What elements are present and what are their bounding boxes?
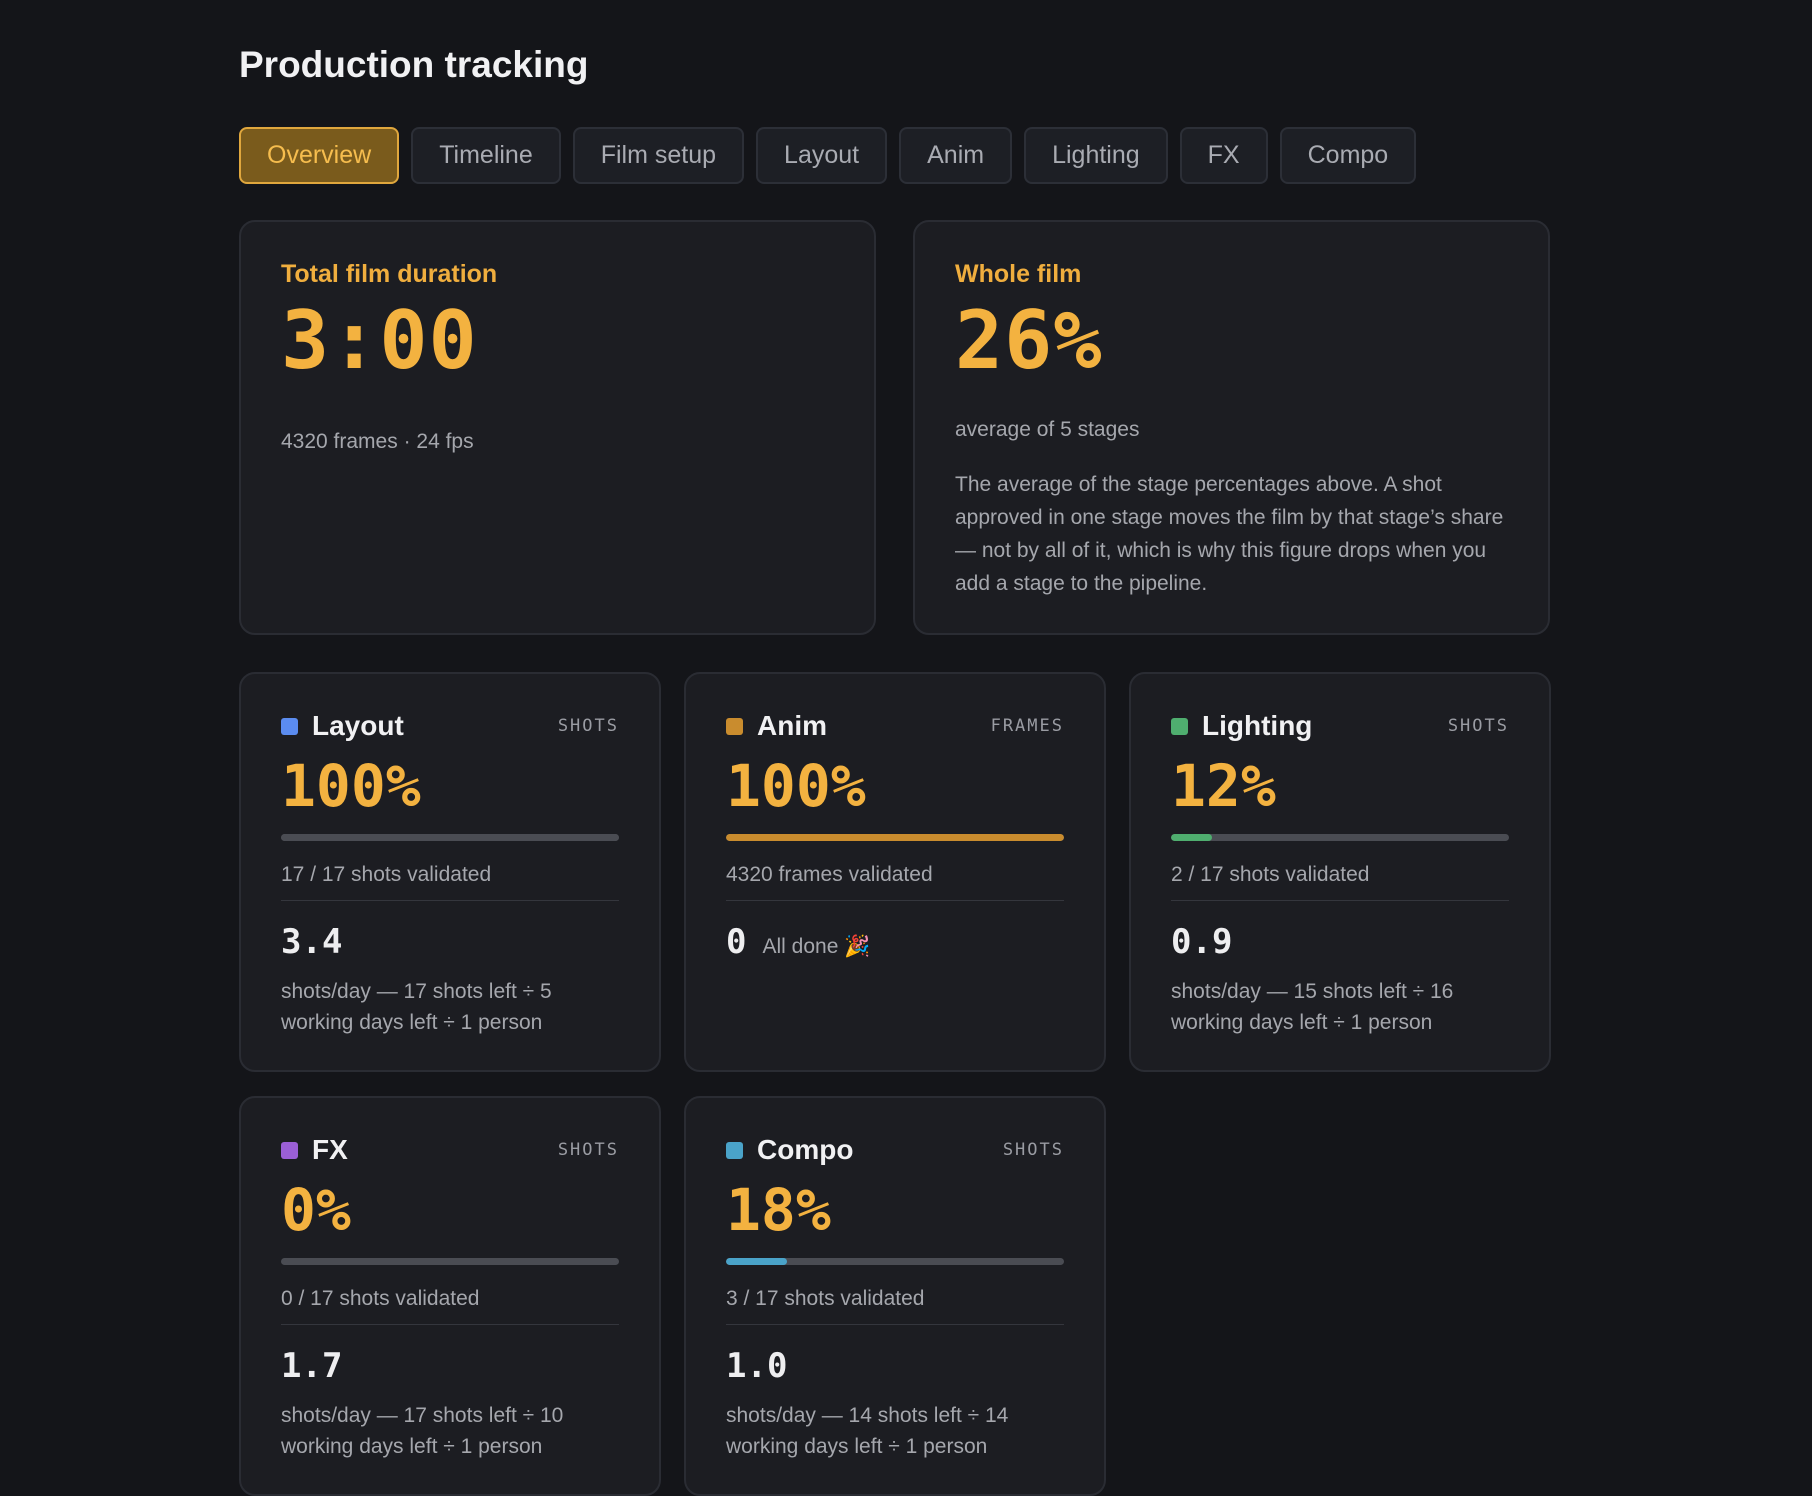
tab-layout[interactable]: Layout xyxy=(756,127,888,184)
stage-unit: SHOTS xyxy=(557,716,619,736)
page-title: Production tracking xyxy=(239,44,589,85)
stage-progress-bar xyxy=(726,1258,1064,1265)
stage-unit: SHOTS xyxy=(1447,716,1509,736)
stage-color-swatch xyxy=(281,1141,298,1159)
stage-divider xyxy=(281,1324,619,1325)
stage-rate-desc: shots/day — 17 shots left ÷ 10 working d… xyxy=(281,1404,564,1458)
stage-card-anim: Anim FRAMES 100% 4320 frames validated 0… xyxy=(684,672,1106,1072)
stage-percent: 100% xyxy=(726,752,866,820)
stage-card-lighting: Lighting SHOTS 12% 2 / 17 shots validate… xyxy=(1129,672,1551,1072)
stage-progress-bar xyxy=(281,834,619,841)
tab-bar: Overview Timeline Film setup Layout Anim… xyxy=(239,127,1417,184)
stage-validated: 2 / 17 shots validated xyxy=(1171,863,1370,886)
stage-color-swatch xyxy=(1171,717,1188,735)
duration-value: 3:00 xyxy=(281,294,478,387)
stage-progress-fill xyxy=(281,834,619,841)
tab-compo[interactable]: Compo xyxy=(1279,127,1417,184)
stage-name: Compo xyxy=(757,1134,854,1165)
stage-name-wrap: Compo xyxy=(726,1134,853,1166)
stage-name: Layout xyxy=(312,710,404,741)
stage-percent: 0% xyxy=(281,1176,351,1244)
whole-film-card: Whole film 26% average of 5 stages The a… xyxy=(913,220,1550,635)
stage-rate-desc: shots/day — 15 shots left ÷ 16 working d… xyxy=(1171,980,1454,1034)
stage-card-layout: Layout SHOTS 100% 17 / 17 shots validate… xyxy=(239,672,661,1072)
stage-rate: 3.4 xyxy=(281,922,343,962)
duration-label: Total film duration xyxy=(281,260,498,288)
stage-rate: 0 xyxy=(726,922,747,962)
stage-percent: 12% xyxy=(1171,752,1276,820)
stage-card-fx: FX SHOTS 0% 0 / 17 shots validated 1.7 s… xyxy=(239,1096,661,1496)
stage-progress-bar xyxy=(1171,834,1509,841)
stage-progress-fill xyxy=(726,1258,787,1265)
stage-color-swatch xyxy=(726,1141,743,1159)
stage-validated: 4320 frames validated xyxy=(726,863,933,886)
stage-done: 0 All done 🎉 xyxy=(726,922,870,962)
stage-name-wrap: FX xyxy=(281,1134,348,1166)
stage-percent: 18% xyxy=(726,1176,831,1244)
stage-name-wrap: Lighting xyxy=(1171,710,1312,742)
tab-anim[interactable]: Anim xyxy=(899,127,1013,184)
stage-name: Lighting xyxy=(1202,710,1313,741)
stage-name: FX xyxy=(312,1134,348,1165)
stage-name-wrap: Anim xyxy=(726,710,827,742)
stage-color-swatch xyxy=(726,717,743,735)
whole-film-label: Whole film xyxy=(955,260,1082,288)
stage-header: FX SHOTS xyxy=(281,1134,619,1166)
whole-film-detail: average of 5 stages xyxy=(955,418,1140,441)
duration-detail: 4320 frames · 24 fps xyxy=(281,430,474,453)
stage-divider xyxy=(281,900,619,901)
stage-validated: 17 / 17 shots validated xyxy=(281,863,492,886)
stage-rate: 1.7 xyxy=(281,1346,343,1386)
whole-film-value: 26% xyxy=(955,294,1103,387)
stage-done-text: All done 🎉 xyxy=(762,935,871,958)
stage-percent: 100% xyxy=(281,752,421,820)
stage-progress-fill xyxy=(1171,834,1212,841)
stage-unit: SHOTS xyxy=(1002,1140,1064,1160)
tab-lighting[interactable]: Lighting xyxy=(1024,127,1168,184)
stage-rate-desc: shots/day — 14 shots left ÷ 14 working d… xyxy=(726,1404,1009,1458)
stage-rate: 0.9 xyxy=(1171,922,1233,962)
stage-header: Anim FRAMES xyxy=(726,710,1064,742)
stage-progress-fill xyxy=(726,834,1064,841)
stage-header: Layout SHOTS xyxy=(281,710,619,742)
stage-card-compo: Compo SHOTS 18% 3 / 17 shots validated 1… xyxy=(684,1096,1106,1496)
duration-card: Total film duration 3:00 4320 frames · 2… xyxy=(239,220,876,635)
stage-name: Anim xyxy=(757,710,827,741)
tab-timeline[interactable]: Timeline xyxy=(411,127,561,184)
stage-unit: SHOTS xyxy=(557,1140,619,1160)
stage-divider xyxy=(1171,900,1509,901)
stage-progress-bar xyxy=(281,1258,619,1265)
stage-color-swatch xyxy=(281,717,298,735)
stage-rate: 1.0 xyxy=(726,1346,788,1386)
stage-divider xyxy=(726,900,1064,901)
stage-rate-desc: shots/day — 17 shots left ÷ 5 working da… xyxy=(281,980,552,1034)
stage-validated: 0 / 17 shots validated xyxy=(281,1287,480,1310)
stage-unit: FRAMES xyxy=(990,716,1064,736)
whole-film-description: The average of the stage percentages abo… xyxy=(955,473,1504,595)
tab-fx[interactable]: FX xyxy=(1179,127,1268,184)
tab-overview[interactable]: Overview xyxy=(239,127,400,184)
stage-name-wrap: Layout xyxy=(281,710,404,742)
tab-film-setup[interactable]: Film setup xyxy=(572,127,745,184)
stage-header: Compo SHOTS xyxy=(726,1134,1064,1166)
stage-progress-bar xyxy=(726,834,1064,841)
stage-validated: 3 / 17 shots validated xyxy=(726,1287,925,1310)
stage-header: Lighting SHOTS xyxy=(1171,710,1509,742)
stage-divider xyxy=(726,1324,1064,1325)
